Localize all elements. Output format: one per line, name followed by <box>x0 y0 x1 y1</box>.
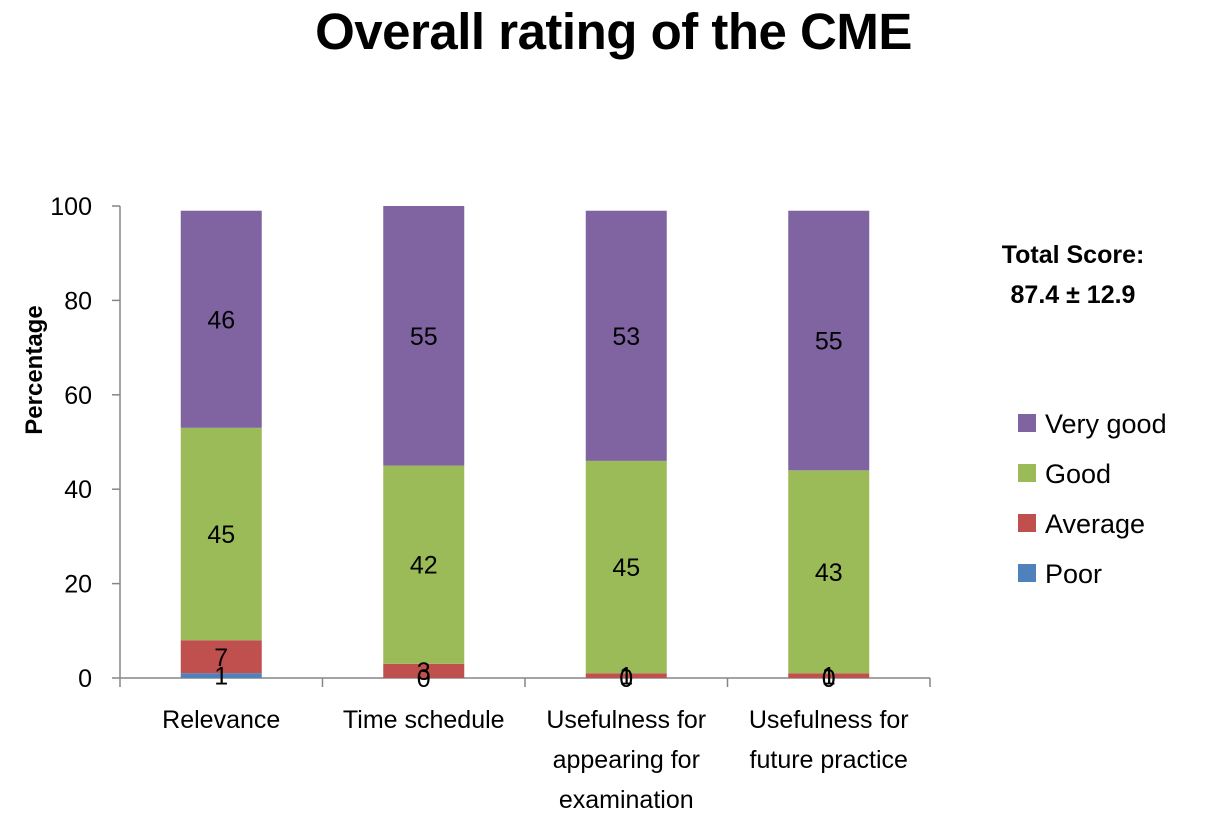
y-tick-label: 60 <box>64 382 92 410</box>
x-category-label: Usefulness for <box>546 706 706 734</box>
x-category-label: future practice <box>750 746 908 774</box>
legend-item-very-good: Very good <box>1018 409 1167 439</box>
chart-title: Overall rating of the CME <box>315 3 912 60</box>
legend-swatch <box>1018 514 1036 532</box>
y-tick-label: 20 <box>64 571 92 599</box>
legend-item-average: Average <box>1018 509 1145 539</box>
bar-segment-very-good <box>180 210 262 428</box>
data-label: 0 <box>619 665 633 693</box>
legend-swatch <box>1018 464 1036 482</box>
bar-segment-good <box>180 427 262 641</box>
legend-label: Average <box>1045 509 1145 539</box>
bar-segment-good <box>788 470 870 674</box>
x-category-label: Time schedule <box>343 706 505 734</box>
data-label: 1 <box>214 663 228 691</box>
legend-swatch <box>1018 564 1036 582</box>
data-label: 3 <box>417 658 431 686</box>
data-label: 42 <box>410 552 438 580</box>
bar-segment-average <box>585 673 667 678</box>
bar-segment-poor <box>180 673 262 678</box>
legend-label: Poor <box>1045 559 1102 589</box>
bar-segment-very-good <box>788 210 870 471</box>
data-label: 55 <box>815 328 843 356</box>
data-label: 7 <box>214 644 228 672</box>
x-category-label: Relevance <box>162 706 280 734</box>
bar-segment-average <box>383 663 465 678</box>
legend: Very good Good Average Poor <box>1018 409 1167 589</box>
total-score-line: Total Score: <box>1002 241 1145 269</box>
data-label: 53 <box>612 323 640 351</box>
data-label: 0 <box>417 665 431 693</box>
bar-segment-average <box>180 640 262 674</box>
total-score-annotation: Total Score: 87.4 ± 12.9 <box>1002 241 1145 309</box>
bar-segment-very-good <box>383 206 465 466</box>
x-category-label: appearing for <box>553 746 700 774</box>
data-label: 55 <box>410 323 438 351</box>
x-category-label: Usefulness for <box>749 706 909 734</box>
y-axis-label: Percentage <box>21 305 48 434</box>
data-label: 43 <box>815 559 843 587</box>
data-label: 0 <box>822 665 836 693</box>
y-tick-label: 80 <box>64 287 92 315</box>
data-label: 1 <box>619 663 633 691</box>
bar-segment-average <box>788 673 870 678</box>
legend-label: Good <box>1045 459 1111 489</box>
bars <box>180 206 870 678</box>
bar-segment-good <box>585 460 667 674</box>
legend-item-good: Good <box>1018 459 1111 489</box>
legend-item-poor: Poor <box>1018 559 1102 589</box>
bar-segment-good <box>383 465 465 664</box>
data-label: 1 <box>822 663 836 691</box>
y-tick-label: 40 <box>64 476 92 504</box>
legend-swatch <box>1018 414 1036 432</box>
data-label: 45 <box>207 521 235 549</box>
y-tick-label: 100 <box>50 193 92 221</box>
x-category-label: examination <box>559 786 694 814</box>
x-category-labels: Relevance Time schedule Usefulness for appe… <box>162 706 908 814</box>
y-tick-label: 0 <box>78 665 92 693</box>
data-label: 45 <box>612 554 640 582</box>
legend-label: Very good <box>1045 409 1167 439</box>
data-label: 46 <box>207 306 235 334</box>
bar-segment-very-good <box>585 210 667 461</box>
total-score-line: 87.4 ± 12.9 <box>1011 281 1136 309</box>
